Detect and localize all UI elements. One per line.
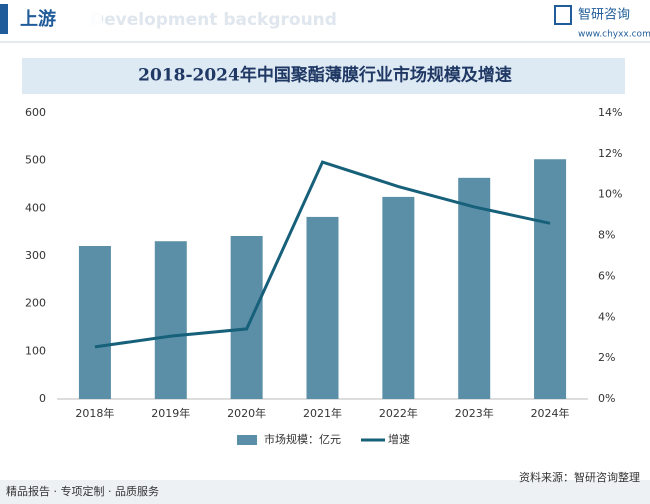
- bar: [306, 216, 339, 399]
- footer-bar: [0, 480, 650, 504]
- y2-tick-label: 12%: [598, 147, 622, 160]
- bar: [230, 235, 263, 399]
- url: www.chyxx.com: [578, 30, 650, 40]
- y-tick-label: 100: [25, 344, 46, 357]
- y-tick-label: 600: [25, 106, 46, 119]
- legend-label: 市场规模：亿元: [264, 432, 341, 446]
- y2-tick-label: 0%: [598, 392, 615, 405]
- y-tick-label: 300: [25, 249, 46, 262]
- line: [94, 160, 551, 349]
- header-mask: [12, 6, 102, 34]
- title-box: [22, 58, 625, 94]
- x-tick-label: 2019年: [151, 406, 190, 420]
- x-tick-label: 2020年: [227, 406, 266, 420]
- y-tick-label: 500: [25, 154, 46, 167]
- y2-tick-label: 14%: [598, 106, 622, 119]
- y2-tick-label: 2%: [598, 351, 615, 364]
- y2-tick-label: 8%: [598, 229, 615, 242]
- legend-swatch: [237, 435, 257, 445]
- footer-source: 资料来源：智研咨询整理: [519, 470, 640, 484]
- bar: [78, 245, 111, 399]
- x-tick-label: 2024年: [531, 406, 570, 420]
- bar: [382, 196, 415, 399]
- legend-label: 增速: [388, 432, 410, 446]
- brand: 智研咨询: [578, 8, 630, 23]
- footer-slogan: 精品报告 · 专项定制 · 品质服务: [6, 484, 159, 498]
- y2-tick-label: 4%: [598, 310, 615, 323]
- x-tick-label: 2023年: [455, 406, 494, 420]
- x-tick-label: 2021年: [303, 406, 342, 420]
- header-accent: [0, 4, 8, 34]
- chart-title: 2018-2024年中国聚酯薄膜行业市场规模及增速: [138, 65, 512, 86]
- y2-tick-label: 10%: [598, 188, 622, 201]
- header-section: 上游: [20, 8, 56, 30]
- header-subtitle: Development background: [90, 10, 337, 30]
- x-tick-label: 2018年: [75, 406, 114, 420]
- bar: [154, 241, 187, 399]
- bar: [534, 159, 567, 399]
- bar: [458, 177, 491, 399]
- logo-icon: [554, 5, 572, 25]
- y2-tick-label: 6%: [598, 269, 615, 282]
- y-tick-label: 0: [39, 392, 46, 405]
- x-tick-label: 2022年: [379, 406, 418, 420]
- y-tick-label: 200: [25, 297, 46, 310]
- y-tick-label: 400: [25, 201, 46, 214]
